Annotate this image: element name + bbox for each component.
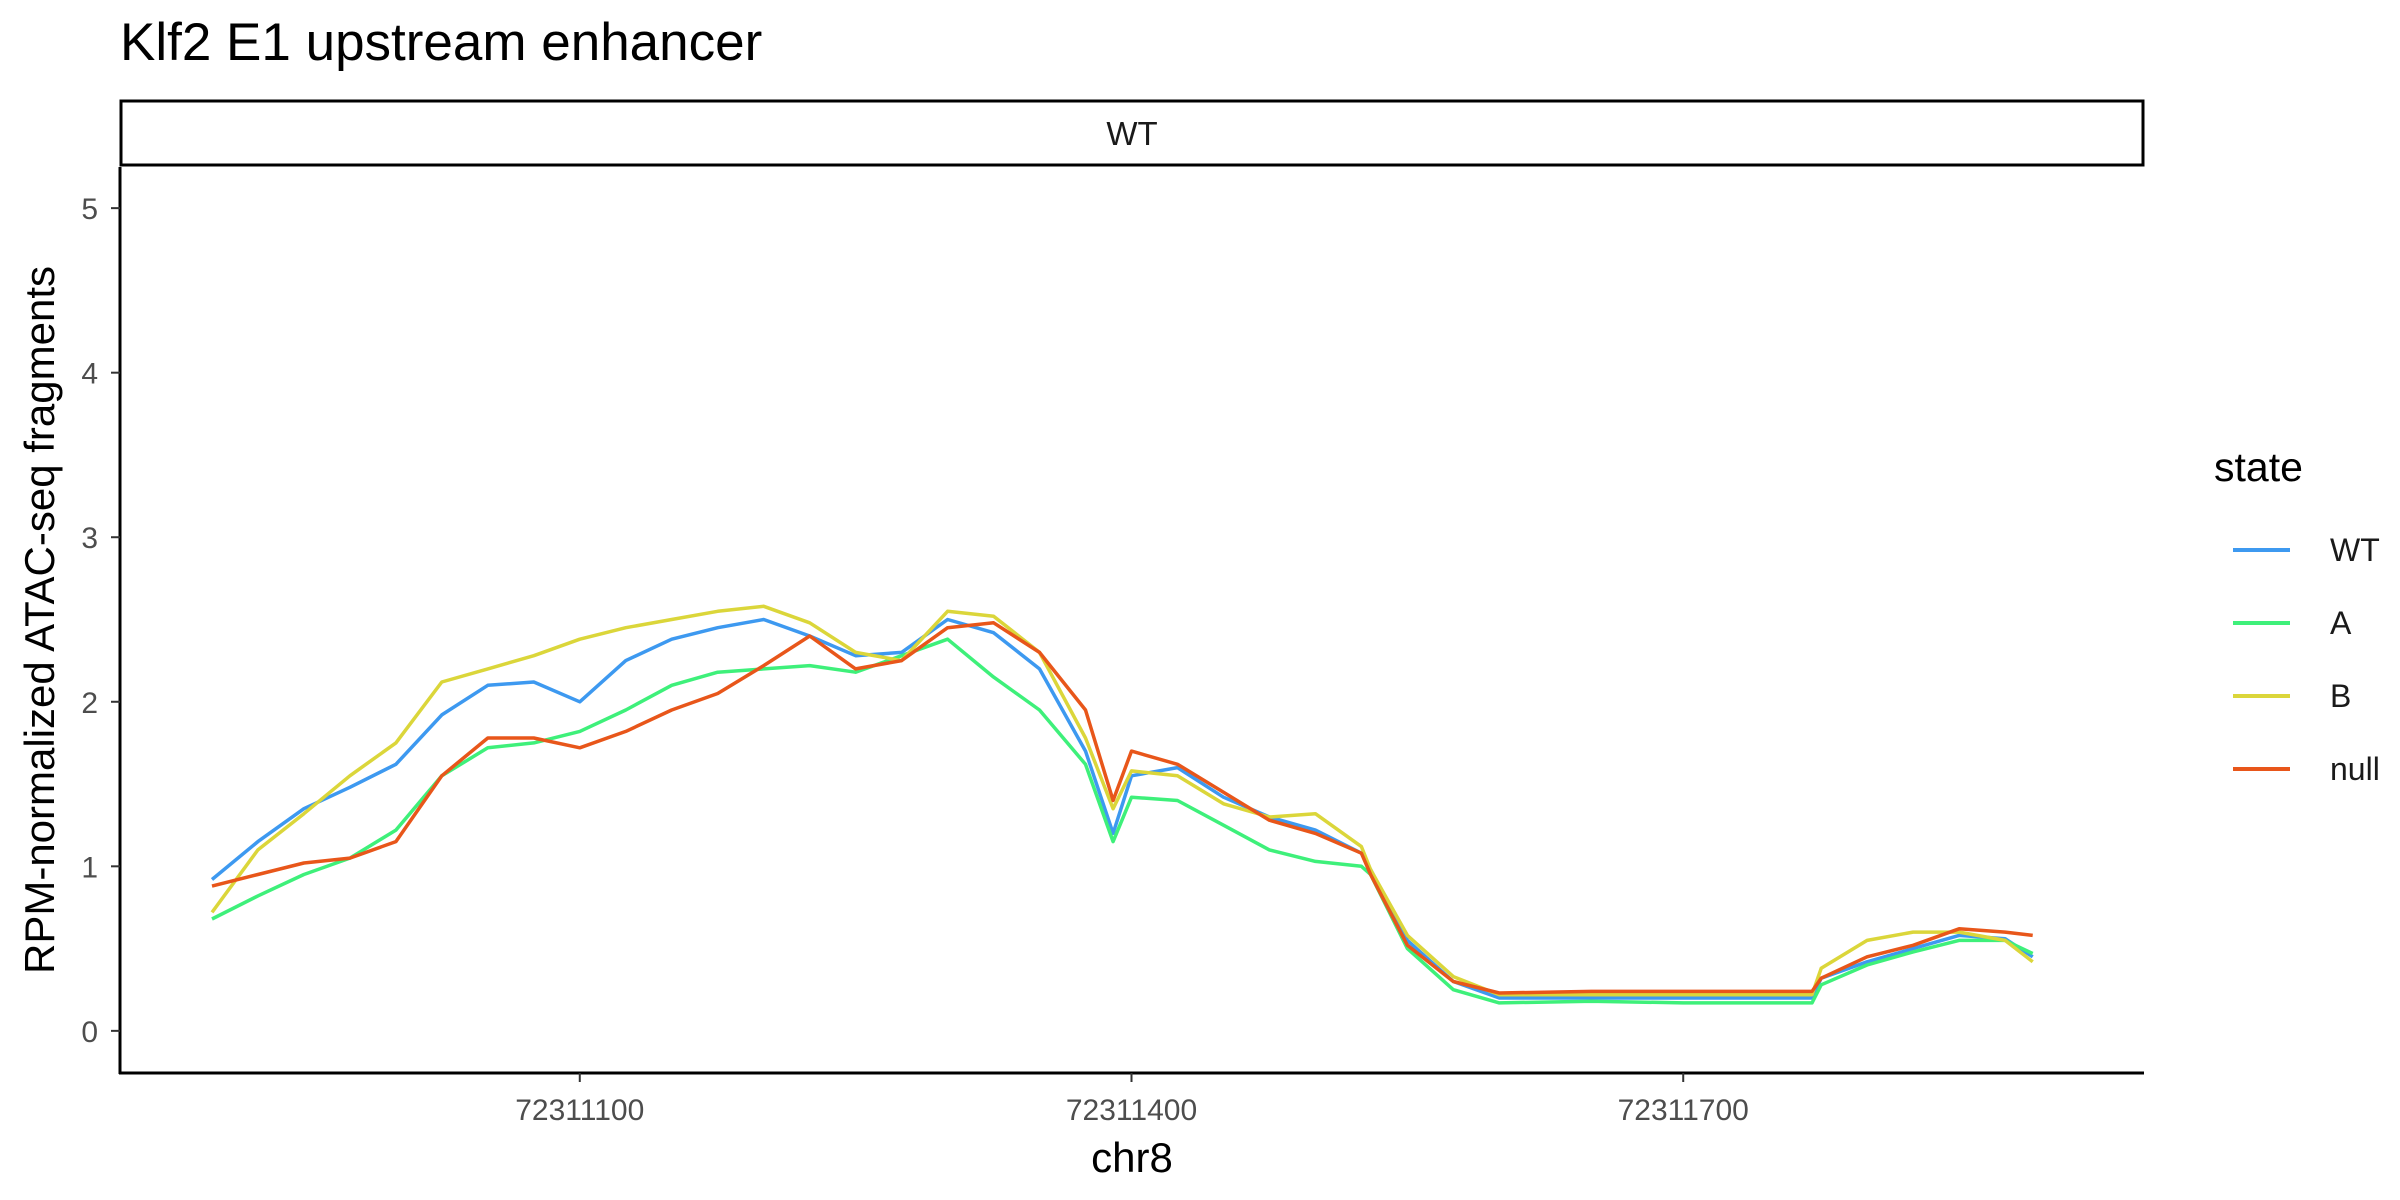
y-tick-label: 5 [81,193,98,226]
chart-title: Klf2 E1 upstream enhancer [120,13,762,72]
legend-label-B: B [2330,678,2351,714]
y-axis-ticks: 0 1 2 3 4 5 [81,193,120,1049]
x-axis-ticks: 72311100 72311400 72311700 [515,1073,1749,1127]
y-tick-label: 4 [81,358,98,391]
plot-panel: 0 1 2 3 4 5 72311100 72311400 72311700 [81,167,2144,1127]
facet-strip-label: WT [1106,115,1157,152]
x-axis-title: chr8 [1091,1134,1173,1181]
legend-label-null: null [2330,751,2380,787]
y-tick-label: 0 [81,1016,98,1049]
series-line-A [211,637,2034,1005]
facet-strip: WT [119,99,2145,167]
legend-label-A: A [2330,605,2352,641]
y-tick-label: 1 [81,851,98,884]
x-tick-label: 72311100 [515,1094,644,1127]
y-tick-label: 2 [81,687,98,720]
legend-title: state [2214,444,2303,490]
series-line-B [210,604,2034,997]
legend-label-WT: WT [2330,532,2380,568]
x-tick-label: 72311700 [1618,1094,1749,1127]
y-axis-title: RPM-normalized ATAC-seq fragments [16,266,63,974]
y-tick-label: 3 [81,522,98,555]
series-line-null [211,621,2033,995]
series-layer [210,604,2034,1005]
series-line-WT [210,617,2034,1000]
x-tick-label: 72311400 [1066,1094,1197,1127]
